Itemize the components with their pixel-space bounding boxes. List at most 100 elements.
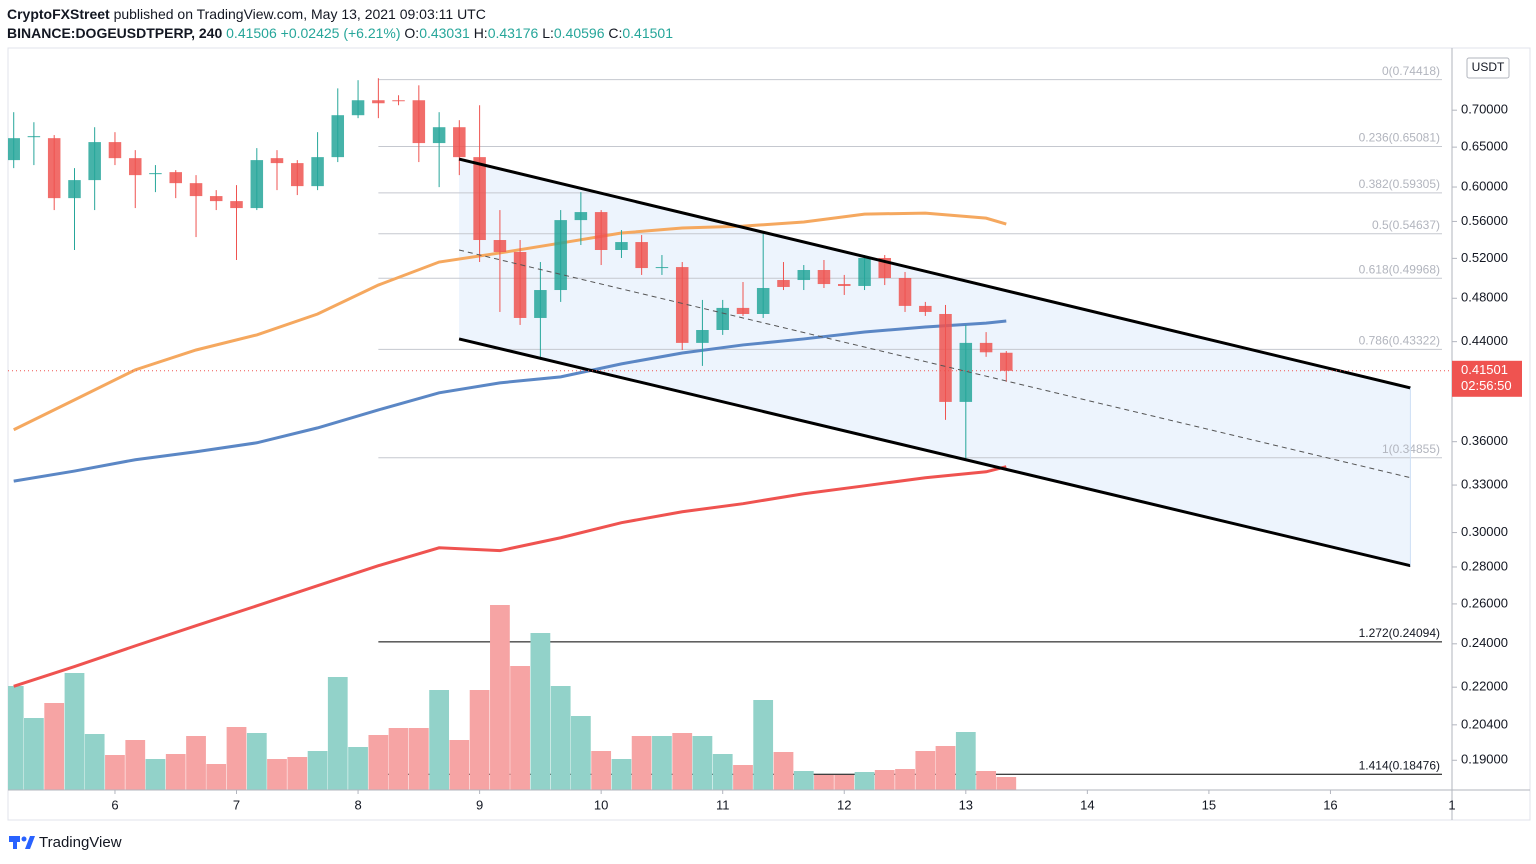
ohlc-value: 0.41501	[622, 25, 673, 41]
volume-bar	[570, 716, 591, 790]
candle-body	[432, 127, 446, 144]
x-tick-label: 1	[1448, 797, 1455, 812]
volume-bar	[996, 777, 1017, 790]
candle-body	[777, 280, 790, 287]
candle-body	[817, 270, 831, 285]
ohlc-key: L:	[542, 25, 554, 41]
ohlc-value: 0.43176	[487, 25, 539, 41]
currency: USDT	[1472, 60, 1505, 74]
candle-body	[838, 284, 851, 286]
header: CryptoFXStreet published on TradingView.…	[7, 5, 673, 43]
footer-logo	[9, 836, 35, 849]
x-tick-label: 16	[1323, 797, 1337, 812]
volume-bar	[915, 751, 936, 790]
currency-box	[1466, 57, 1510, 79]
x-tick-label: 10	[594, 797, 608, 812]
candle-body	[331, 115, 345, 158]
channel-upper	[458, 157, 1411, 390]
y-tick-label: 0.44000	[1461, 333, 1508, 348]
volume-bar	[955, 732, 976, 790]
candle-body	[372, 100, 385, 104]
volume-bar	[226, 727, 247, 790]
candle-body	[351, 100, 365, 116]
fib-label: 0(0.74418)	[1382, 64, 1440, 78]
volume-bar	[733, 765, 753, 790]
candle-body	[27, 136, 41, 138]
logo-shape	[13, 836, 17, 849]
candle-body	[88, 142, 101, 181]
x-tick-label: 7	[233, 797, 240, 812]
volume-bar	[408, 728, 429, 790]
volume-bar	[895, 769, 915, 790]
y-tick-label: 0.52000	[1461, 250, 1508, 265]
candle-body	[797, 270, 811, 281]
symbol: BINANCE:DOGEUSDTPERP, 240	[7, 25, 223, 41]
volume-bar	[125, 740, 146, 790]
fib-label: 0.382(0.59305)	[1359, 177, 1440, 191]
candle-body	[716, 307, 729, 331]
publish-line: CryptoFXStreet published on TradingView.…	[7, 5, 673, 24]
volume-bar	[753, 700, 774, 790]
candle-body	[1000, 352, 1013, 371]
x-tick-label: 14	[1080, 797, 1094, 812]
volume-bar	[591, 751, 612, 790]
volume-bar	[449, 740, 470, 790]
volume-bar	[814, 775, 834, 790]
candle-body	[615, 242, 628, 251]
volume-bar	[692, 736, 713, 790]
volume-bar	[935, 746, 956, 790]
volume-bar	[490, 605, 510, 790]
y-tick-label: 0.36000	[1461, 433, 1508, 448]
candle-body	[47, 138, 61, 199]
volume-bar	[206, 764, 227, 790]
volume-bar	[105, 755, 125, 790]
last-price-box	[1452, 360, 1522, 397]
volume-bar	[854, 772, 875, 790]
fib-label: 1(0.34855)	[1382, 442, 1440, 456]
volume-bar	[976, 771, 996, 790]
x-tick-label: 13	[959, 797, 973, 812]
moving-average	[13, 211, 1007, 432]
volume-bar	[44, 703, 65, 790]
ohlc-value: 0.40596	[553, 25, 605, 41]
y-tick-label: 0.65000	[1461, 139, 1508, 154]
candle-body	[959, 342, 973, 402]
published: published on TradingView.com, May 13, 20…	[113, 6, 486, 22]
volume-bar	[287, 757, 308, 790]
volume-bar	[469, 690, 490, 790]
y-tick-label: 0.70000	[1461, 102, 1508, 117]
candle-body	[534, 290, 547, 318]
price: 0.41506	[226, 25, 277, 41]
volume-bar	[712, 754, 733, 790]
volume-bar	[773, 752, 794, 790]
volume-bar	[793, 771, 814, 790]
volume-bar	[8, 686, 24, 790]
candle-body	[169, 172, 182, 184]
candle-body	[189, 183, 203, 197]
volume-bar	[834, 775, 855, 790]
candle-body	[149, 173, 162, 175]
candle-body	[392, 100, 405, 102]
last-price-label: 0.41501	[1461, 362, 1508, 377]
channel-lower	[458, 337, 1411, 568]
ohlc-key: H:	[473, 25, 488, 41]
x-tick-label: 9	[476, 797, 483, 812]
x-tick-label: 12	[837, 797, 851, 812]
candle-body	[513, 251, 527, 318]
candle-body	[129, 158, 142, 176]
fib-label: 0.236(0.65081)	[1359, 131, 1440, 145]
channel-fill	[459, 159, 1411, 566]
y-tick-label: 0.30000	[1461, 524, 1508, 539]
volume-bar	[611, 759, 632, 790]
candle-body	[209, 196, 223, 202]
volume-bar	[24, 718, 44, 790]
fib-label: 0.618(0.49968)	[1359, 262, 1440, 276]
candle-body	[250, 160, 264, 209]
x-tick-label: 8	[354, 797, 361, 812]
candle-body	[979, 342, 993, 353]
ohlc-key: O:	[404, 25, 420, 41]
change: +0.02425 (+6.21%)	[280, 25, 401, 41]
axes: 0.70000 0.65000 0.60000 0.56000 0.52000 0.480…	[111, 102, 1522, 812]
candle-body	[453, 127, 466, 158]
